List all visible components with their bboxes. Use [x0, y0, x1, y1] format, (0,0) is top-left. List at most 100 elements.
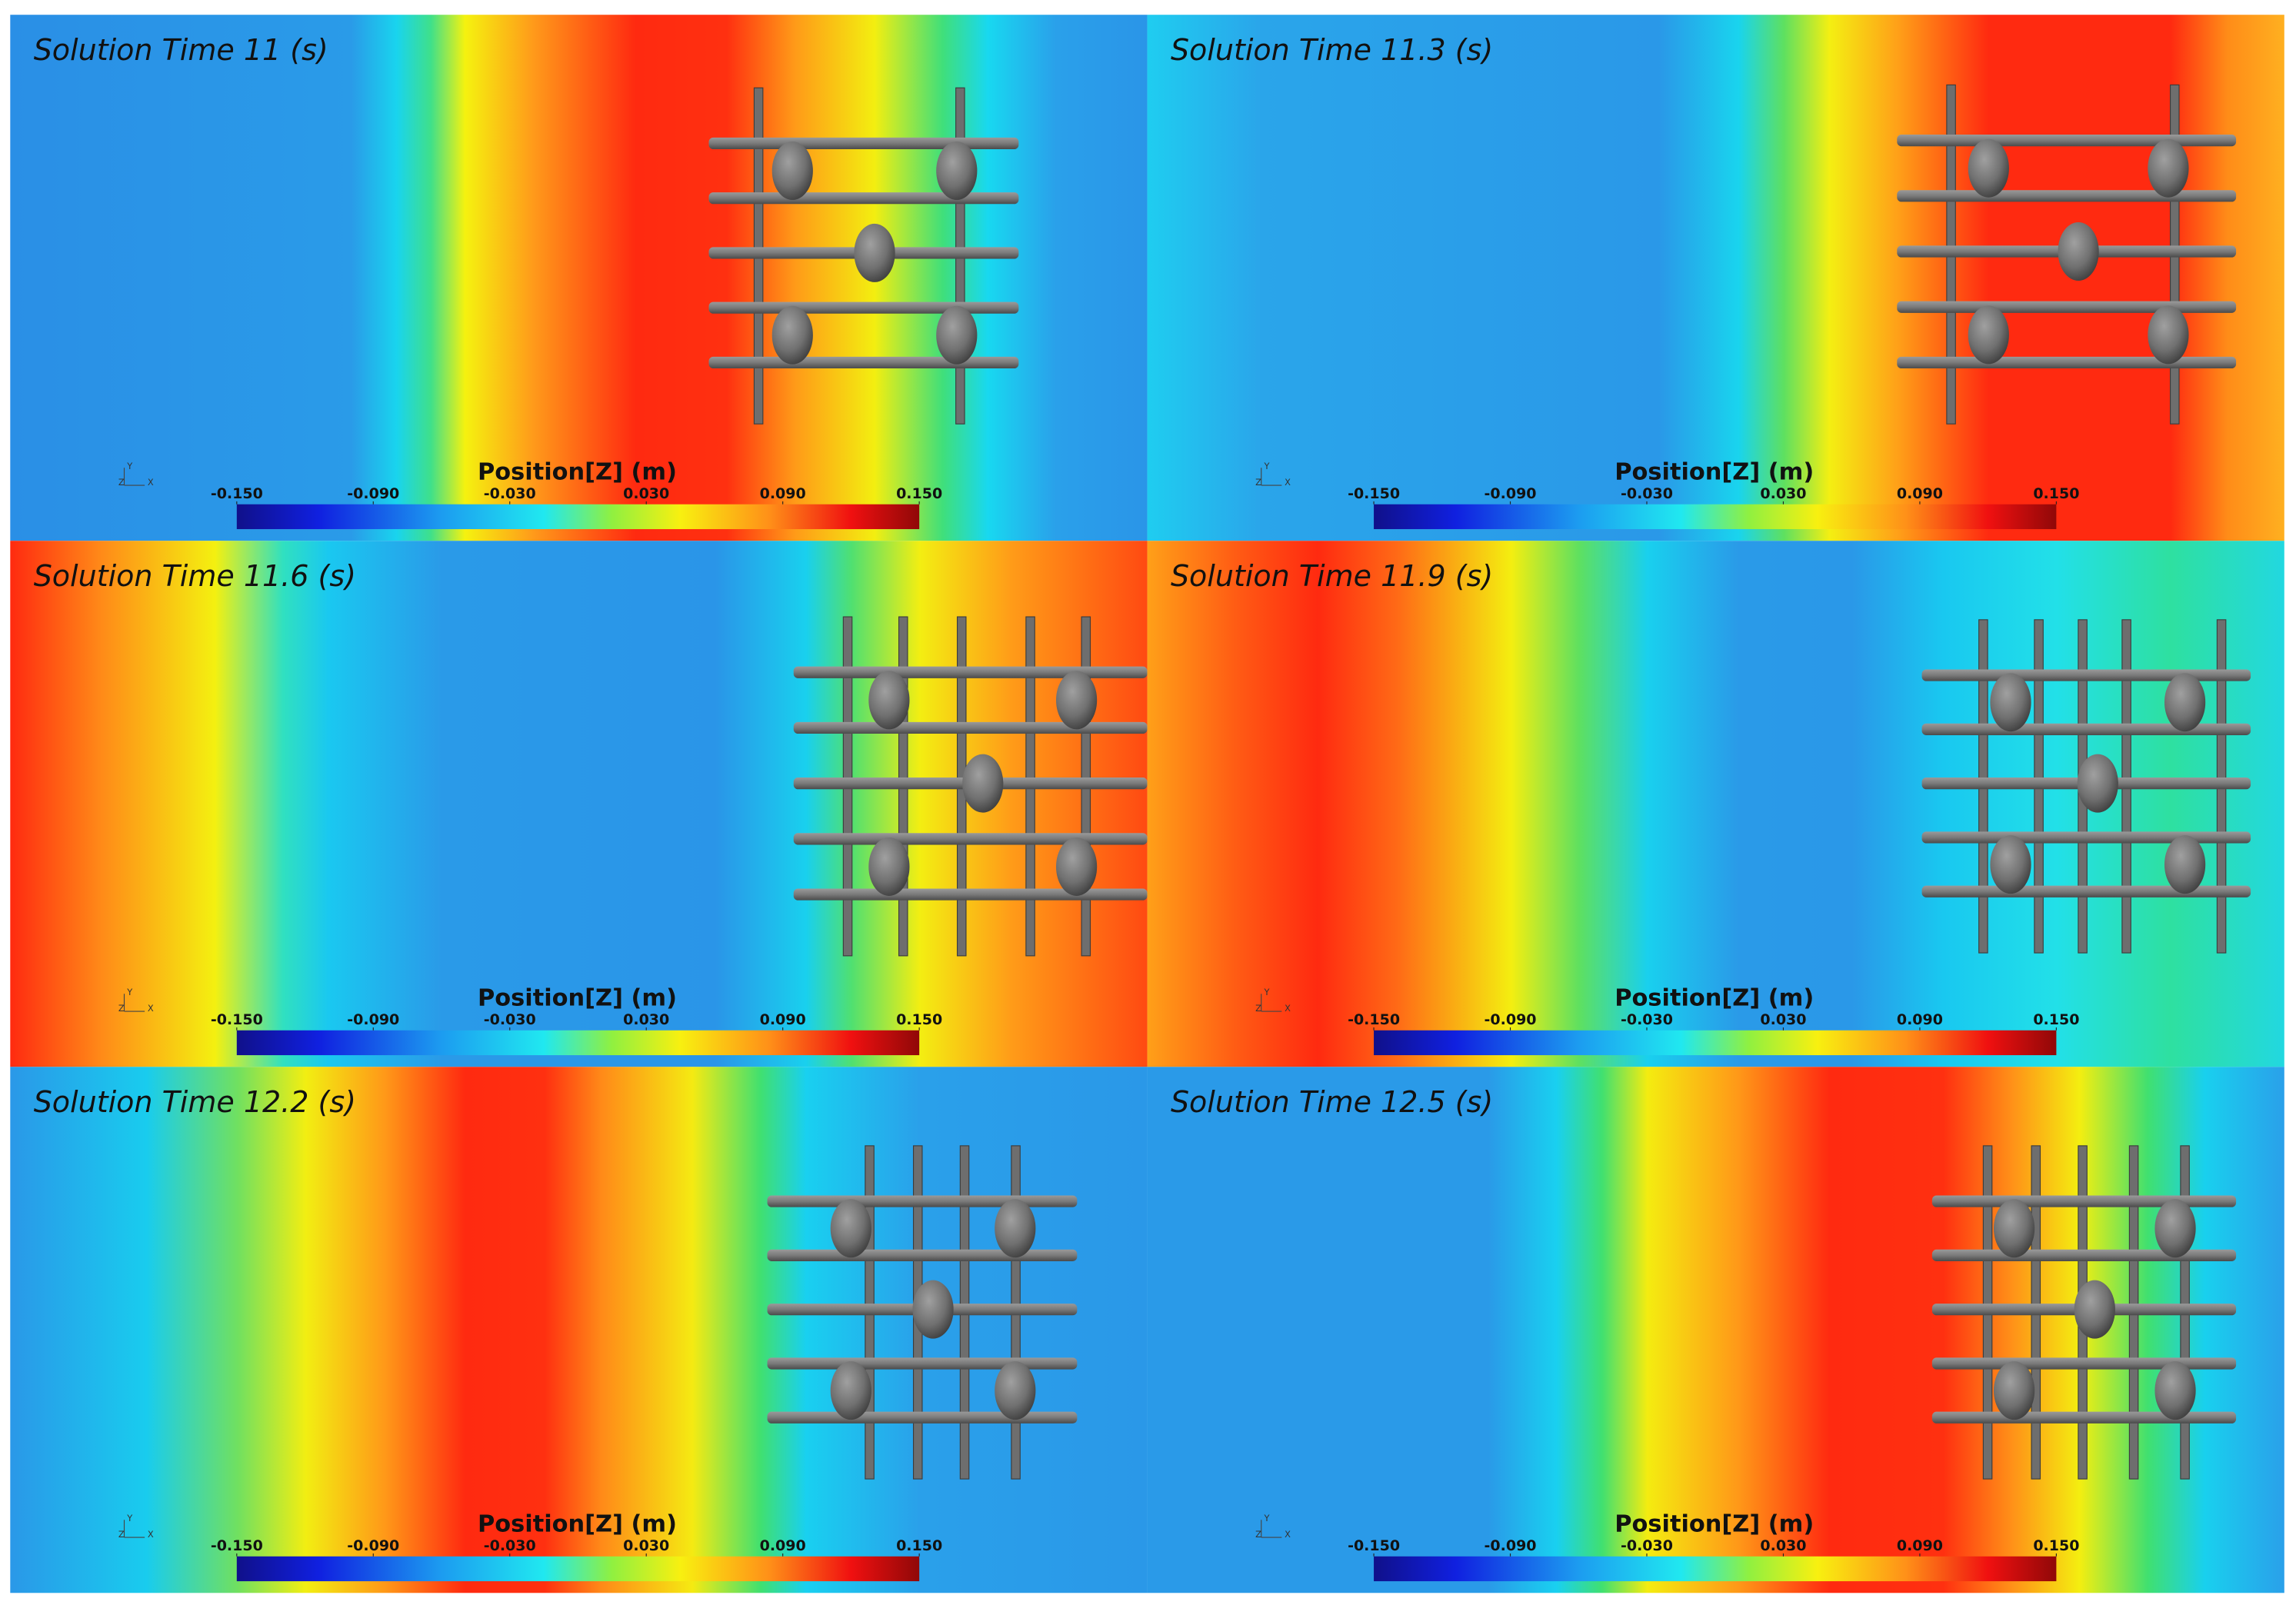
- float: [830, 1199, 871, 1258]
- colorbar: [1374, 1556, 2057, 1582]
- rod: [793, 833, 1148, 845]
- structure: [767, 1145, 1078, 1480]
- triad-label: X: [1285, 1529, 1291, 1540]
- float: [2148, 138, 2189, 198]
- rod: [793, 666, 1148, 678]
- colorbar-tick-label: -0.150: [211, 485, 263, 502]
- float: [2077, 754, 2118, 813]
- colorbar-title: Position[Z] (m): [1615, 984, 1814, 1011]
- triad-label: Z: [1255, 477, 1261, 488]
- float: [868, 671, 910, 730]
- colorbar-title: Position[Z] (m): [478, 1510, 677, 1537]
- colorbar-tick-label: 0.090: [1897, 1011, 1943, 1028]
- colorbar-tick-label: -0.090: [347, 1011, 399, 1028]
- float: [912, 1280, 954, 1339]
- triad-label: X: [148, 477, 154, 488]
- colorbar-tick-label: -0.090: [1485, 1537, 1537, 1554]
- rod: [767, 1249, 1078, 1261]
- colorbar-tick-label: -0.090: [1485, 485, 1537, 502]
- rod: [1921, 831, 2251, 844]
- colorbar-tick-label: 0.030: [1760, 1011, 1806, 1028]
- colorbar-title: Position[Z] (m): [478, 984, 677, 1011]
- float: [995, 1361, 1036, 1420]
- float: [1968, 305, 2009, 365]
- triad-label: Y: [126, 461, 132, 471]
- triad-label: Y: [126, 987, 132, 997]
- float: [2148, 305, 2189, 365]
- rod: [708, 301, 1019, 314]
- float: [2164, 835, 2206, 894]
- colorbar-tick-label: -0.030: [1621, 1537, 1673, 1554]
- float: [1990, 673, 2031, 732]
- float: [995, 1199, 1036, 1258]
- rod: [1931, 1411, 2237, 1424]
- triad-label: Z: [118, 1529, 125, 1540]
- float: [2074, 1280, 2115, 1339]
- float: [2058, 222, 2099, 281]
- colorbar-tick-label: 0.090: [760, 485, 806, 502]
- triad-label: Z: [1255, 1003, 1261, 1014]
- rod: [1921, 885, 2251, 897]
- rod: [1897, 190, 2237, 202]
- panel: Solution Time 11.9 (s) YZ X Position[Z] (m)…: [1147, 541, 2284, 1067]
- rod: [1931, 1195, 2237, 1207]
- colorbar-tick-label: 0.090: [760, 1537, 806, 1554]
- rod: [708, 356, 1019, 369]
- structure: [1897, 84, 2237, 425]
- float: [771, 142, 813, 201]
- colorbar-tick-label: -0.030: [484, 1537, 536, 1554]
- colorbar-title: Position[Z] (m): [1615, 458, 1814, 485]
- colorbar-tick-label: 0.030: [1760, 1537, 1806, 1554]
- float: [1990, 835, 2031, 894]
- panel-title: Solution Time 12.5 (s): [1171, 1085, 1493, 1119]
- panel: Solution Time 11.3 (s) YZ X Position[Z] (m)…: [1147, 15, 2284, 541]
- rod: [1897, 301, 2237, 313]
- colorbar-tick-label: -0.090: [347, 1537, 399, 1554]
- panel: Solution Time 11 (s)YZ X Position[Z] (m)-0…: [10, 15, 1148, 541]
- colorbar-tick-label: 0.030: [1760, 485, 1806, 502]
- colorbar-tick-label: 0.030: [623, 485, 669, 502]
- colorbar-tick-label: 0.090: [1897, 1537, 1943, 1554]
- rod: [767, 1357, 1078, 1370]
- float: [962, 754, 1004, 813]
- rod: [793, 721, 1148, 734]
- colorbar: [236, 1556, 920, 1582]
- panel-title: Solution Time 11.6 (s): [34, 559, 356, 593]
- float: [854, 223, 895, 282]
- triad-label: X: [148, 1529, 154, 1540]
- float: [868, 837, 910, 896]
- colorbar-tick-label: 0.150: [896, 485, 942, 502]
- colorbar-tick-label: 0.150: [896, 1537, 942, 1554]
- colorbar-tick-label: 0.030: [623, 1011, 669, 1028]
- triad-label: X: [1285, 477, 1291, 488]
- colorbar-tick-label: -0.150: [1348, 485, 1400, 502]
- colorbar-title: Position[Z] (m): [478, 458, 677, 485]
- rod: [1921, 669, 2251, 681]
- colorbar-tick-label: 0.150: [2033, 485, 2079, 502]
- panel: Solution Time 12.5 (s) YZ X Position[Z] (m)…: [1147, 1067, 2284, 1593]
- colorbar-title: Position[Z] (m): [1615, 1510, 1814, 1537]
- triad-label: Y: [1264, 987, 1270, 997]
- colorbar-tick-label: 0.150: [2033, 1011, 2079, 1028]
- contour-field: [10, 1067, 1148, 1593]
- colorbar-tick-label: -0.150: [211, 1537, 263, 1554]
- rod: [1921, 723, 2251, 735]
- rod: [708, 192, 1019, 205]
- contour-field: [1147, 15, 2284, 541]
- colorbar-tick-label: -0.150: [1348, 1537, 1400, 1554]
- triad-label: Y: [126, 1513, 132, 1523]
- float: [771, 305, 813, 365]
- rod: [793, 888, 1148, 901]
- colorbar-tick-label: -0.030: [1621, 1011, 1673, 1028]
- colorbar-tick-label: -0.030: [484, 1011, 536, 1028]
- panel-title: Solution Time 11.3 (s): [1171, 33, 1493, 67]
- float: [1993, 1361, 2035, 1420]
- colorbar: [1374, 504, 2057, 530]
- triad-label: Y: [1264, 1513, 1270, 1523]
- triad-label: Z: [1255, 1529, 1261, 1540]
- colorbar-tick-label: 0.090: [1897, 485, 1943, 502]
- colorbar: [236, 504, 920, 530]
- float: [936, 142, 978, 201]
- colorbar: [1374, 1030, 2057, 1056]
